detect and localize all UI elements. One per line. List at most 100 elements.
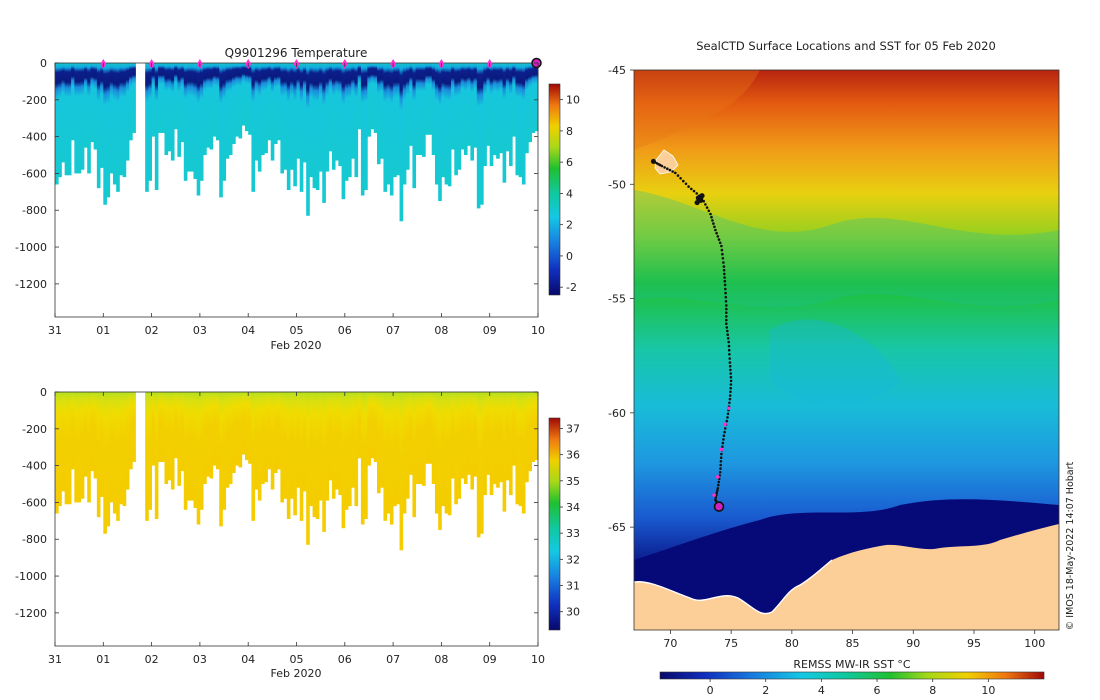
salinity-profile-column [463,392,468,485]
track-highlight-point [712,493,716,497]
temperature-profile-column [248,63,252,135]
track-point [676,174,680,177]
salinity-profile-column [80,392,85,499]
salinity-profile-column [312,392,317,518]
temperature-profile-column [322,63,326,203]
colorbar-tick-label: 34 [566,501,580,514]
temperature-profile-column [203,63,207,156]
track-point [722,268,726,272]
salinity-profile-column [244,392,249,461]
salinity-profile-column [58,392,62,507]
track-point [728,357,731,360]
track-point [690,187,693,191]
track-point [721,445,724,449]
track-point [707,209,711,213]
temperature-section-panel: Q9901296 Temperature 0 -200 -400 -600 -800 -1… [15,46,580,352]
temperature-profile-column [71,63,75,141]
track-point [724,291,727,295]
salinity-profile-column [380,392,384,488]
track-point [720,248,724,252]
salinity-profile-column [486,392,491,475]
salinity-profile-column [257,392,262,501]
temperature-profile-column [286,63,291,190]
y-tick-label: -600 [22,496,47,509]
temperature-profile-column [154,63,159,190]
track-point [720,244,723,248]
temperature-profile-column [380,63,384,159]
temperature-profile-column [325,63,330,172]
temperature-profile-column [170,63,175,161]
salinity-profile-column [364,392,368,519]
temperature-profile-column [302,63,307,163]
track-point [666,167,669,170]
salinity-profile-column [425,392,429,464]
salinity-profile-column [228,392,233,485]
salinity-profile-column [377,392,381,494]
temperature-profile-column [312,63,317,189]
salinity-profile-column [483,392,487,496]
salinity-profile-column [277,392,281,470]
temperature-profile-column [241,63,246,126]
colorbar-gradient [548,83,561,296]
temperature-profile-column [161,63,165,133]
salinity-profile-column [238,392,243,468]
temperature-profile-column [489,63,494,167]
temperature-profile-column [296,63,301,159]
salinity-profile-column [103,392,107,534]
temperature-profile-column [261,63,265,156]
temperature-profile-column [509,63,513,167]
temperature-profile-column [463,63,468,156]
salinity-profile-column [170,392,175,490]
track-point [716,489,719,492]
track-point [684,182,688,186]
x-tick-label: 02 [145,653,159,666]
salinity-profile-column [299,392,304,521]
track-point [729,386,732,390]
salinity-profile-column [518,392,523,507]
temperature-profile-column [61,63,66,163]
temperature-profile-column [505,63,510,152]
temperature-profile-column [193,63,198,179]
colorbar-tick-label: 8 [566,125,573,138]
salinity-profile-column [125,392,130,490]
y-tick-label: -400 [22,460,47,473]
temperature-profile-column [444,63,449,185]
track-point [671,170,674,173]
temperature-profile-column [441,63,446,178]
temperature-profile-column [518,63,523,178]
temperature-profile-column [360,63,365,196]
salinity-profile-column [64,392,69,505]
colorbar-tick-label: 6 [566,156,573,169]
y-tick-label: -1200 [15,278,47,291]
x-tick-label: 31 [48,653,62,666]
salinity-profile-column [251,392,256,521]
temperature-profile-column [90,63,95,143]
temperature-profile-column [238,63,243,139]
salinity-profile-column [151,392,156,466]
track-point [682,179,685,183]
salinity-profile-column [328,392,333,481]
salinity-profile-column [212,392,217,466]
track-point [723,272,726,276]
salinity-profile-column [515,392,520,505]
track-point [717,480,721,484]
track-point [729,368,732,372]
temperature-profile-column [434,63,439,185]
track-point [719,460,723,463]
x-tick-label: 01 [96,653,110,666]
temperature-profile-column [129,63,133,141]
track-point [717,238,721,241]
temperature-profile-column [396,63,400,176]
track-point [674,171,677,175]
temperature-profile-column [386,63,391,185]
temperature-profile-column [145,63,149,192]
temperature-profile-column [232,63,236,144]
track-point [721,252,724,256]
salinity-profile-column [96,392,101,518]
temperature-profile-column [470,63,474,161]
temperature-profile-column [534,63,539,132]
sst-colorbar-tick-label: 10 [981,684,995,697]
salinity-profile-column [412,392,417,518]
temperature-profile-column [167,63,172,152]
salinity-profile-column [521,392,526,514]
